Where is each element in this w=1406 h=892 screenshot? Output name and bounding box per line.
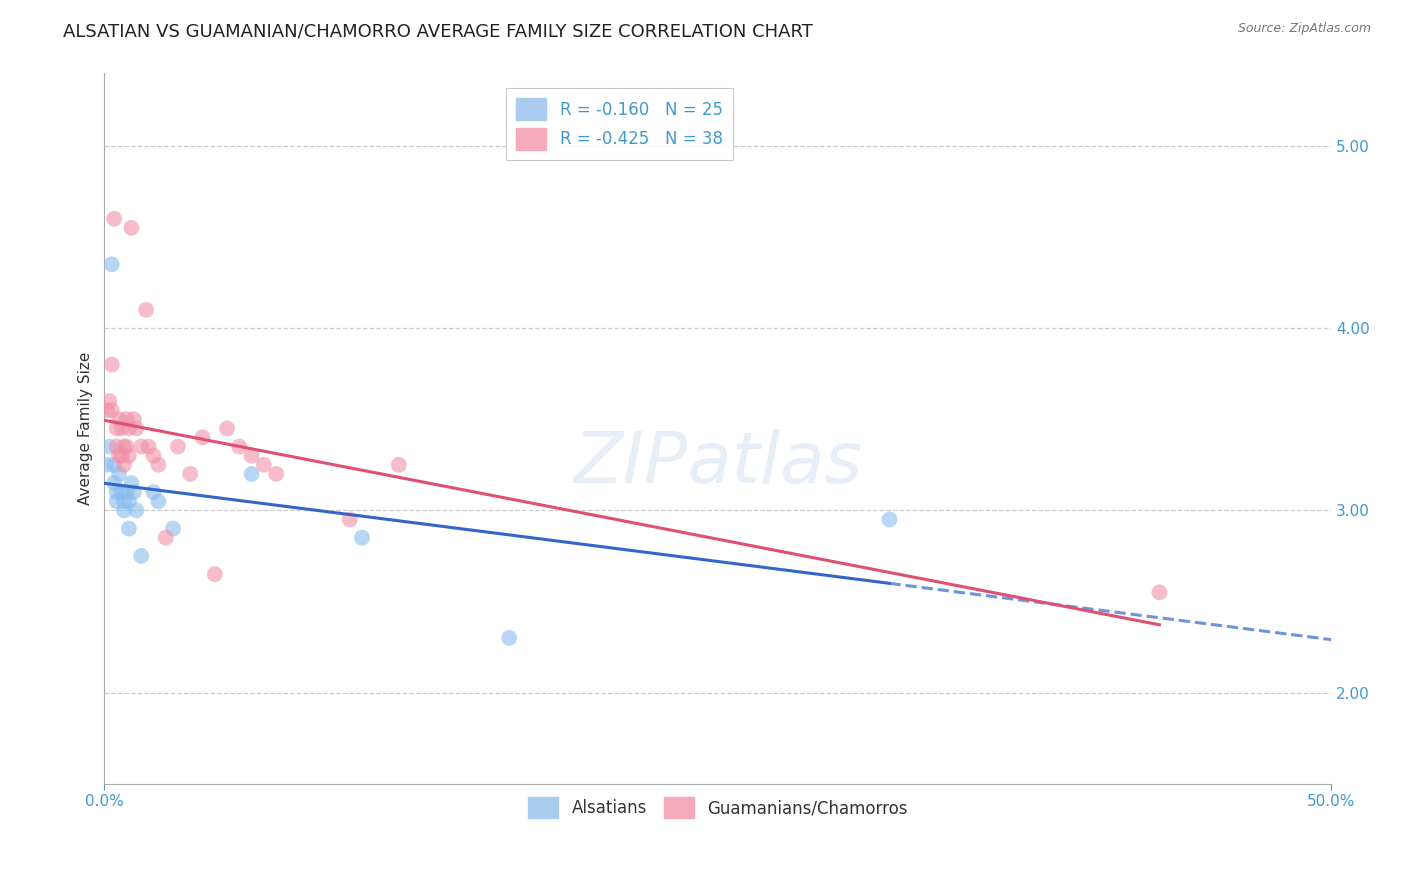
Point [100,257,122,271]
Point [120,220,142,235]
Point [112,440,135,454]
Point [96,403,118,417]
Point [215,421,238,435]
Point [98,440,121,454]
Point [100,358,122,372]
Point [96,458,118,472]
Point [228,440,250,454]
Point [108,412,131,426]
Point [105,440,128,454]
Point [879,512,901,526]
Point [135,302,157,317]
Point [112,458,135,472]
Point [122,412,145,426]
Point [264,467,287,481]
Point [103,458,125,472]
Point [115,440,138,454]
Point [129,549,152,563]
Point [498,631,520,645]
Point [110,449,132,463]
Text: ALSATIAN VS GUAMANIAN/CHAMORRO AVERAGE FAMILY SIZE CORRELATION CHART: ALSATIAN VS GUAMANIAN/CHAMORRO AVERAGE F… [63,22,813,40]
Point [240,467,263,481]
Point [167,440,190,454]
Point [105,421,128,435]
Point [112,503,135,517]
Point [138,440,160,454]
Point [98,394,121,409]
Point [179,467,201,481]
Point [142,449,165,463]
Text: ZIPatlas: ZIPatlas [574,429,862,499]
Text: Source: ZipAtlas.com: Source: ZipAtlas.com [1237,22,1371,36]
Point [118,494,141,508]
Point [1149,585,1171,599]
Point [108,449,131,463]
Point [388,458,411,472]
Point [103,211,125,226]
Point [115,412,138,426]
Point [142,485,165,500]
Point [148,494,170,508]
Point [339,512,361,526]
Point [105,485,128,500]
Point [240,449,263,463]
Point [118,421,141,435]
Point [115,485,138,500]
Point [191,430,214,444]
Point [350,531,373,545]
Point [118,522,141,536]
Point [103,476,125,491]
Point [155,531,177,545]
Point [112,494,135,508]
Point [122,485,145,500]
Point [148,458,170,472]
Point [110,485,132,500]
Point [100,403,122,417]
Y-axis label: Average Family Size: Average Family Size [79,351,93,505]
Point [162,522,184,536]
Point [253,458,276,472]
Point [125,421,148,435]
Point [120,476,142,491]
Point [129,440,152,454]
Legend: Alsatians, Guamanians/Chamorros: Alsatians, Guamanians/Chamorros [522,790,914,825]
Point [204,567,226,582]
Point [110,421,132,435]
Point [125,503,148,517]
Point [108,467,131,481]
Point [105,494,128,508]
Point [118,449,141,463]
